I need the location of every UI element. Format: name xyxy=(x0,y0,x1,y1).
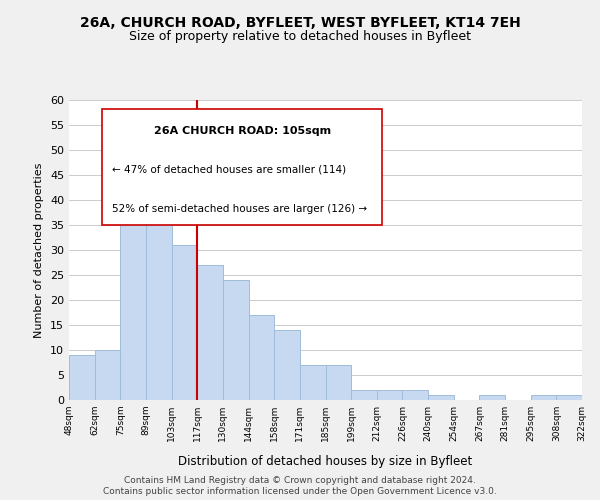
Bar xyxy=(248,315,274,400)
Bar xyxy=(95,350,121,400)
X-axis label: Distribution of detached houses by size in Byfleet: Distribution of detached houses by size … xyxy=(178,455,473,468)
Bar xyxy=(172,245,197,400)
Bar xyxy=(69,355,95,400)
FancyBboxPatch shape xyxy=(103,109,382,224)
Text: Size of property relative to detached houses in Byfleet: Size of property relative to detached ho… xyxy=(129,30,471,43)
Bar xyxy=(274,330,300,400)
Bar xyxy=(377,390,403,400)
Bar xyxy=(556,395,582,400)
Bar xyxy=(428,395,454,400)
Bar xyxy=(351,390,377,400)
Text: 26A CHURCH ROAD: 105sqm: 26A CHURCH ROAD: 105sqm xyxy=(154,126,331,136)
Text: ← 47% of detached houses are smaller (114): ← 47% of detached houses are smaller (11… xyxy=(112,164,346,174)
Bar xyxy=(531,395,556,400)
Bar xyxy=(300,365,325,400)
Bar xyxy=(403,390,428,400)
Bar xyxy=(197,265,223,400)
Text: Contains public sector information licensed under the Open Government Licence v3: Contains public sector information licen… xyxy=(103,487,497,496)
Bar xyxy=(121,200,146,400)
Text: 52% of semi-detached houses are larger (126) →: 52% of semi-detached houses are larger (… xyxy=(112,204,367,214)
Bar xyxy=(325,365,351,400)
Bar xyxy=(479,395,505,400)
Bar xyxy=(146,155,172,400)
Y-axis label: Number of detached properties: Number of detached properties xyxy=(34,162,44,338)
Text: Contains HM Land Registry data © Crown copyright and database right 2024.: Contains HM Land Registry data © Crown c… xyxy=(124,476,476,485)
Text: 26A, CHURCH ROAD, BYFLEET, WEST BYFLEET, KT14 7EH: 26A, CHURCH ROAD, BYFLEET, WEST BYFLEET,… xyxy=(80,16,520,30)
Bar xyxy=(223,280,248,400)
